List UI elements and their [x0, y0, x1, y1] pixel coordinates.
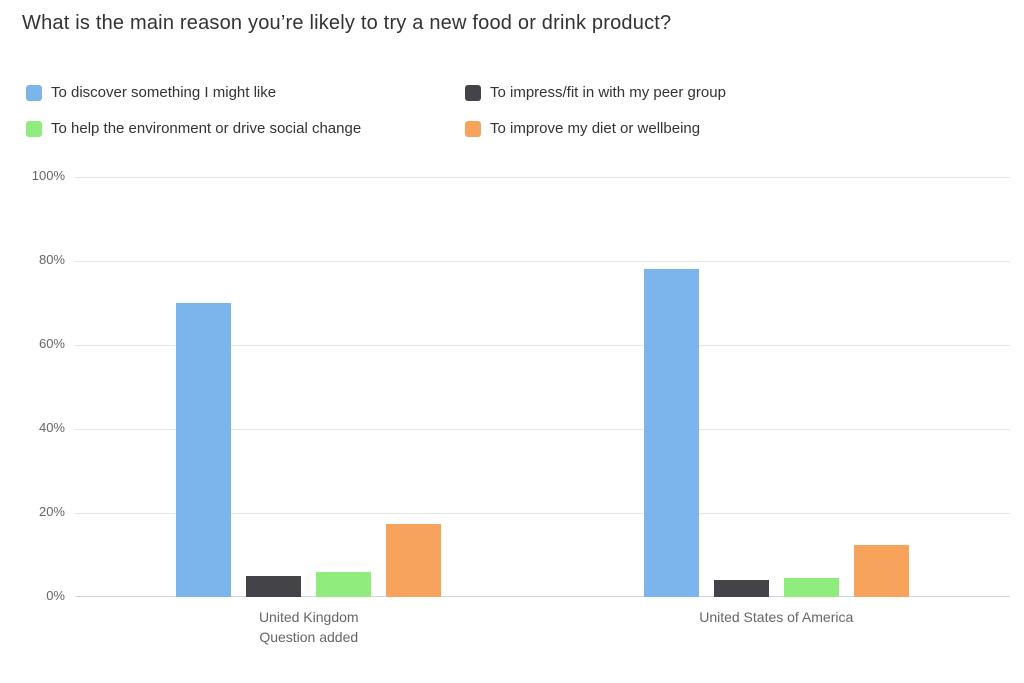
legend-label: To improve my diet or wellbeing — [490, 120, 701, 137]
y-axis-label-60: 60% — [38, 336, 65, 351]
legend-label: To impress/fit in with my peer group — [490, 84, 726, 101]
legend-item-to-impress-fit-in-with-my-peer-group[interactable]: To impress/fit in with my peer group — [465, 84, 726, 101]
y-axis-label-0: 0% — [46, 588, 65, 603]
legend-item-to-discover-something-i-might-like[interactable]: To discover something I might like — [26, 84, 276, 101]
y-axis-label-40: 40% — [38, 420, 65, 435]
legend-item-to-help-the-environment-or-drive-social-[interactable]: To help the environment or drive social … — [26, 120, 361, 137]
chart-title: What is the main reason you’re likely to… — [22, 12, 672, 34]
bar-to-discover-something-i-might-like-united-states-of-america[interactable] — [643, 269, 699, 597]
legend-label: To discover something I might like — [51, 84, 277, 101]
legend-label: To help the environment or drive social … — [51, 120, 362, 137]
plot-area — [75, 177, 1010, 597]
bar-to-impress-fit-in-with-my-peer-group-united-states-of-america[interactable] — [713, 580, 769, 597]
legend-swatch-icon — [26, 120, 42, 137]
legend-swatch-icon — [465, 84, 481, 101]
bar-to-impress-fit-in-with-my-peer-group-united-kingdom[interactable] — [246, 576, 302, 597]
gridline — [75, 429, 1010, 430]
bar-to-improve-my-diet-or-wellbeing-united-kingdom[interactable] — [386, 523, 442, 597]
bar-to-improve-my-diet-or-wellbeing-united-states-of-america[interactable] — [853, 544, 909, 597]
gridline — [75, 261, 1010, 262]
x-axis-label-line: United Kingdom — [258, 609, 359, 625]
gridline — [75, 345, 1010, 346]
gridline — [75, 177, 1010, 178]
x-axis-label-united-states-of-america: United States of America — [626, 607, 926, 627]
bar-to-help-the-environment-or-drive-social--united-kingdom[interactable] — [316, 571, 372, 597]
x-axis-line — [75, 596, 1010, 597]
legend-item-to-improve-my-diet-or-wellbeing[interactable]: To improve my diet or wellbeing — [465, 120, 700, 137]
x-axis-label-line: United States of America — [699, 609, 854, 625]
legend-swatch-icon — [465, 120, 481, 137]
gridline — [75, 513, 1010, 514]
bar-to-discover-something-i-might-like-united-kingdom[interactable] — [176, 303, 232, 597]
y-axis-label-20: 20% — [38, 504, 65, 519]
y-axis-label-100: 100% — [31, 168, 65, 183]
x-axis-label-line: Question added — [259, 629, 359, 645]
x-axis-label-united-kingdom: United Kingdom Question added — [159, 607, 459, 647]
legend-swatch-icon — [26, 84, 42, 101]
bar-to-help-the-environment-or-drive-social--united-states-of-america[interactable] — [783, 578, 839, 597]
y-axis-label-80: 80% — [38, 252, 65, 267]
